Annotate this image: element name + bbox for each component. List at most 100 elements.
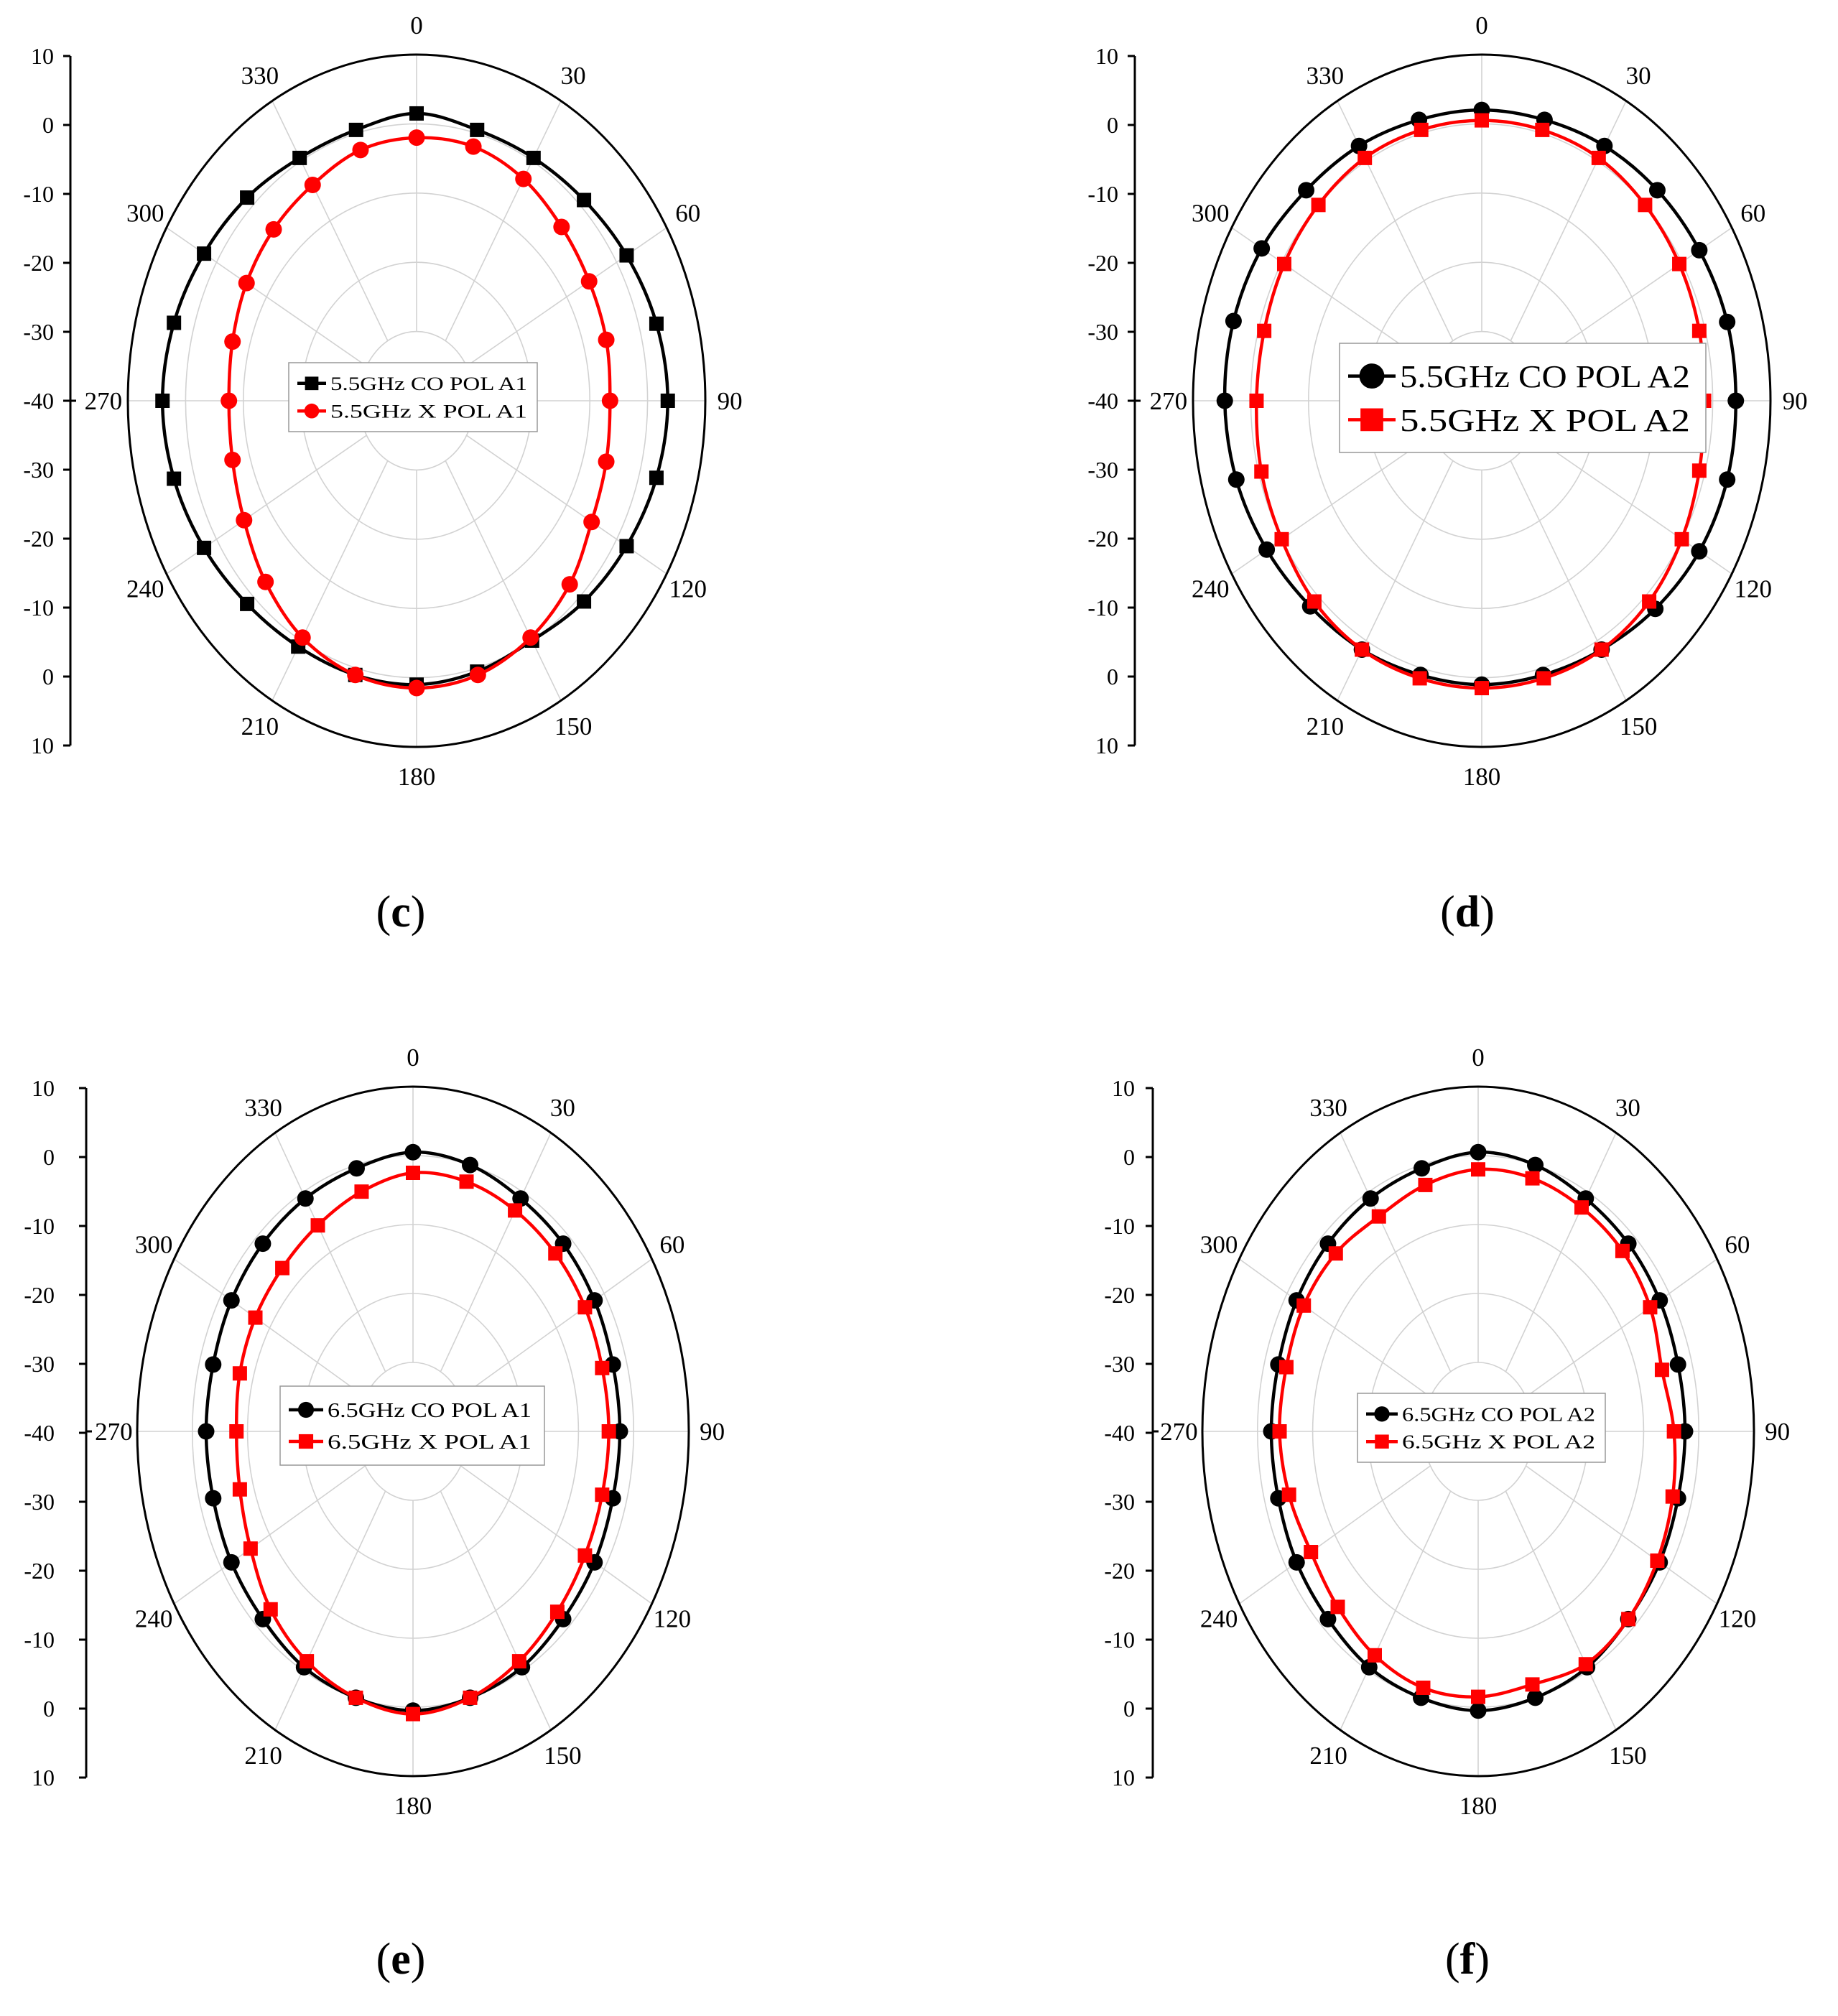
data-point-square [406, 1706, 420, 1722]
data-point-square [1525, 1171, 1540, 1186]
angle-label: 300 [135, 1231, 173, 1259]
radial-tick-label: -30 [1087, 457, 1118, 483]
data-point-circle [1727, 392, 1745, 409]
angle-label: 150 [1609, 1742, 1647, 1770]
data-point-square [263, 1602, 278, 1617]
angle-label: 270 [1150, 387, 1188, 415]
data-point-square [240, 190, 255, 205]
angle-label: 150 [1620, 712, 1658, 740]
grid-spoke [271, 101, 389, 341]
panel-caption: (c) [376, 888, 426, 937]
data-point-square [1249, 394, 1264, 408]
caption-open: ( [1445, 1935, 1460, 1984]
data-point-square [348, 1690, 363, 1705]
legend-marker-square [1375, 1434, 1389, 1449]
caption-letter: e [391, 1935, 411, 1984]
data-point-square [1254, 464, 1269, 479]
legend-label: 5.5GHz CO POL A2 [1400, 359, 1690, 394]
series-x-pol [229, 1166, 616, 1722]
data-point-square [1674, 531, 1689, 547]
data-point-circle [583, 514, 600, 531]
angle-label: 60 [675, 200, 700, 228]
data-point-square [1475, 113, 1489, 128]
angle-label: 180 [398, 763, 436, 791]
data-point-circle [553, 218, 570, 236]
data-point-circle [1253, 240, 1271, 257]
data-point-square [197, 246, 212, 261]
legend-marker-circle [297, 1401, 315, 1418]
angle-label: 120 [654, 1604, 692, 1632]
grid-spoke [1340, 1132, 1452, 1372]
panel-caption: (d) [1440, 888, 1495, 937]
grid-spoke [1510, 101, 1627, 341]
radial-tick-label: -40 [23, 388, 54, 414]
data-point-circle [1691, 241, 1708, 259]
data-point-circle [408, 129, 425, 147]
data-point-square [1642, 594, 1657, 609]
polar-chart-c: 0 30 60 90 120 150 180 210 240 270 300 330 10 0 -10 -20… [23, 11, 742, 937]
data-point-circle [1648, 182, 1666, 199]
data-point-circle [580, 273, 598, 290]
angle-label: 90 [700, 1418, 725, 1446]
caption-close: ) [1480, 888, 1495, 937]
grid-spoke [1510, 460, 1627, 701]
radial-tick-label: 10 [31, 733, 54, 758]
data-point-square [1371, 1209, 1386, 1224]
data-point-circle [1360, 1658, 1378, 1676]
angle-label: 30 [1615, 1094, 1640, 1122]
data-point-square [240, 596, 255, 611]
radial-tick-label: 0 [42, 664, 54, 689]
data-point-circle [221, 392, 238, 409]
radial-tick-label: -10 [24, 1213, 55, 1239]
angle-label: 0 [1472, 1044, 1485, 1072]
legend-box [279, 1385, 545, 1466]
legend-box [1339, 343, 1707, 453]
angle-label: 330 [1309, 1094, 1347, 1122]
polar-grid [137, 1087, 689, 1776]
data-point-square [1330, 1599, 1345, 1615]
legend-marker-square [305, 376, 319, 391]
data-point-square [197, 540, 212, 555]
data-point-circle [522, 629, 539, 646]
radial-tick-label: -30 [1104, 1351, 1135, 1377]
polar-boundary [1192, 53, 1772, 748]
data-point-circle [198, 1423, 215, 1440]
angle-label: 60 [659, 1231, 684, 1259]
grid-spoke [445, 460, 562, 701]
legend-label: 6.5GHz X POL A1 [328, 1431, 532, 1454]
angle-label: 210 [1309, 1742, 1347, 1770]
data-point-square [1672, 256, 1687, 271]
data-point-circle [1225, 312, 1242, 330]
panel-caption: (f) [1445, 1935, 1490, 1984]
angle-label: 300 [126, 200, 164, 228]
grid-spoke [1526, 1465, 1718, 1604]
radial-tick-label: -10 [1104, 1213, 1135, 1239]
caption-letter: d [1455, 888, 1480, 937]
caption-letter: c [391, 888, 411, 937]
angle-label: 330 [244, 1094, 282, 1122]
data-point-circle [254, 1235, 271, 1253]
radial-tick-label: -40 [1104, 1420, 1135, 1446]
grid-spoke [1505, 1490, 1617, 1731]
data-point-circle [205, 1356, 222, 1373]
data-point-square [577, 1548, 593, 1563]
grid-spoke [1238, 1465, 1431, 1604]
data-point-square [595, 1360, 610, 1375]
data-point-square [1328, 1246, 1343, 1261]
data-point-square [232, 1366, 247, 1381]
grid-spoke [1337, 101, 1454, 341]
grid-spoke [460, 1465, 653, 1604]
data-point-square [1666, 1424, 1681, 1439]
data-point-square [508, 1203, 523, 1218]
radial-tick-label: 10 [31, 43, 54, 69]
radial-tick-label: -20 [1104, 1282, 1135, 1308]
grid-spoke [1526, 1258, 1718, 1398]
data-point-circle [224, 451, 241, 468]
angle-label: 0 [410, 11, 423, 40]
data-point-circle [462, 1156, 479, 1174]
data-point-circle [238, 274, 255, 292]
radial-tick-label: -20 [1087, 526, 1118, 552]
angle-label: 120 [1734, 575, 1772, 603]
angle-label: 210 [1306, 712, 1345, 740]
radial-tick-label: -30 [1087, 319, 1118, 345]
